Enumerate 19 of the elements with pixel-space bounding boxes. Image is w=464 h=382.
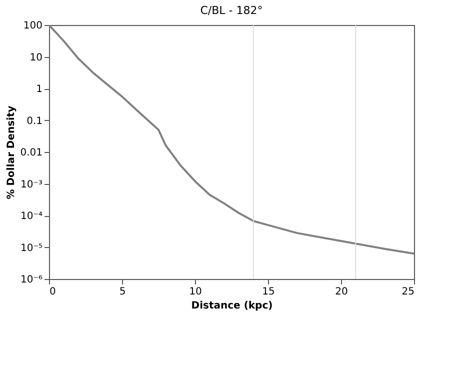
x-tick-label: 15: [262, 286, 275, 298]
chart-title: C/BL - 182°: [200, 4, 263, 17]
y-tick-label: 0.1: [26, 116, 42, 127]
y-tick-label: 10⁻⁶: [20, 274, 42, 286]
y-tick-label: 0.01: [20, 148, 42, 158]
x-tick-label: 20: [335, 286, 348, 298]
y-tick-label: 10⁻⁵: [20, 242, 42, 254]
x-tick-label: 10: [189, 286, 202, 298]
y-tick-label: 10⁻⁴: [20, 211, 42, 222]
y-axis-title: % Dollar Density: [6, 105, 18, 200]
x-tick-label: 5: [119, 286, 126, 298]
y-tick-label: 10⁻³: [20, 179, 42, 190]
y-tick-label: 1: [36, 84, 42, 95]
line-series: [49, 25, 414, 255]
x-tick-label: 0: [50, 286, 56, 298]
x-tick-label: 25: [402, 286, 414, 298]
y-tick-label: 10: [30, 52, 42, 64]
x-axis-title: Distance (kpc): [191, 300, 273, 312]
y-tick-label: 100: [23, 20, 42, 32]
